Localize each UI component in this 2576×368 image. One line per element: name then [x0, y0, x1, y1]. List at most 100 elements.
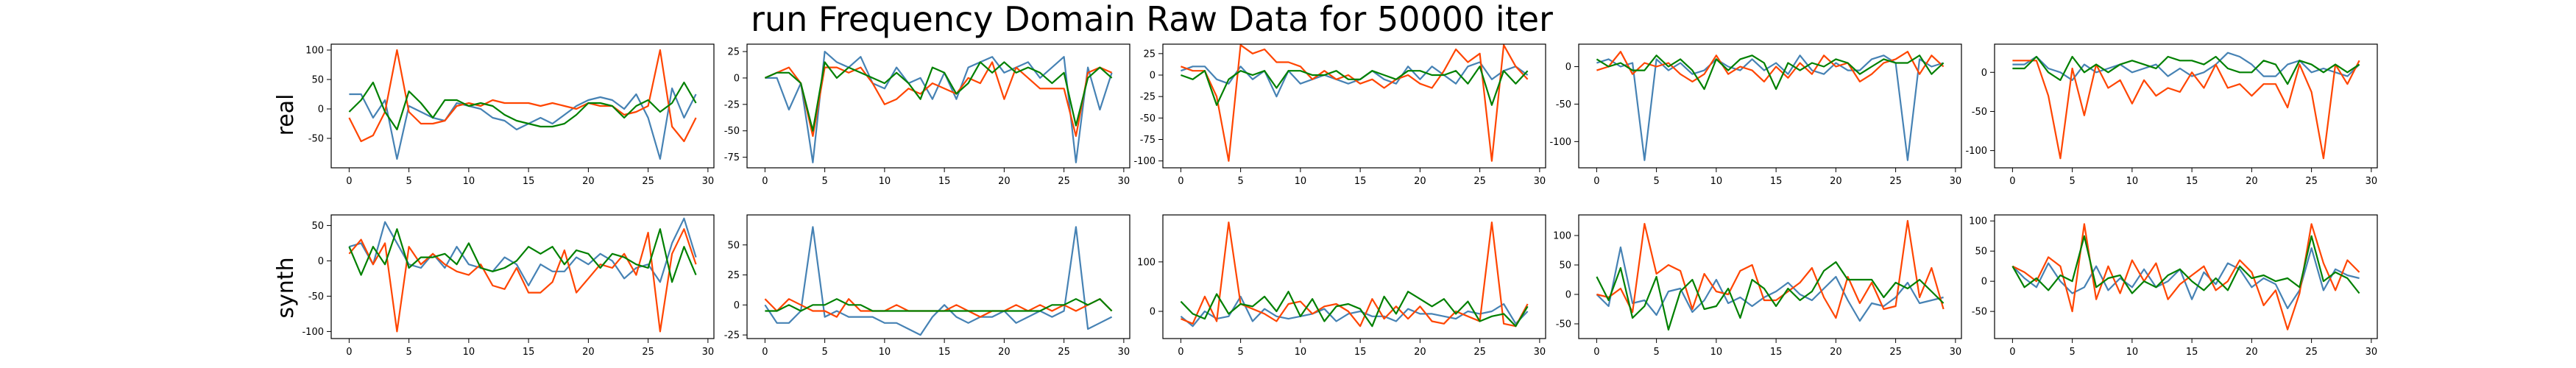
x-tick-label: 25 [642, 176, 654, 187]
x-tick-label: 10 [879, 347, 891, 358]
series-line-green [1180, 291, 1529, 328]
series-line-green [2012, 55, 2360, 85]
x-tick-label: 30 [1118, 347, 1130, 358]
panel-synth-5: 0 5 10 15 20 25 30 -50 0 50 100 [1969, 214, 2378, 358]
axes-frame [1578, 43, 1962, 169]
y-tick-label: -100 [302, 327, 324, 338]
axes-frame [330, 43, 715, 169]
x-tick-label: 5 [406, 347, 411, 358]
y-tick-label: -75 [1140, 135, 1156, 146]
y-tick-label: 100 [1553, 231, 1571, 242]
row-label-real: real [273, 94, 299, 136]
x-tick-label: 30 [1950, 176, 1962, 187]
series-line-orange [348, 49, 697, 143]
x-tick-label: 25 [1473, 347, 1486, 358]
x-tick-label: 30 [702, 347, 715, 358]
y-tick-label: 0 [1150, 71, 1156, 82]
x-tick-label: 0 [1178, 176, 1183, 187]
y-tick-label: -100 [1549, 137, 1571, 148]
x-tick-label: 10 [1295, 347, 1307, 358]
x-tick-label: 20 [2246, 176, 2258, 187]
series-line-blue [1596, 246, 1944, 322]
y-tick-label: 100 [1969, 216, 1987, 227]
y-tick-label: 100 [305, 46, 324, 57]
series-line-blue [1180, 295, 1529, 328]
y-tick-label: 0 [1150, 307, 1156, 318]
series-line-orange [2012, 60, 2360, 160]
x-tick-label: 20 [2246, 347, 2258, 358]
x-tick-label: 15 [938, 176, 951, 187]
y-tick-label: -100 [1965, 146, 1987, 157]
series-line-green [2011, 235, 2360, 294]
x-tick-label: 0 [346, 176, 352, 187]
x-tick-label: 30 [1950, 347, 1962, 358]
x-tick-label: 15 [523, 347, 535, 358]
axes-frame [1578, 214, 1962, 339]
y-tick-label: -50 [1140, 113, 1156, 124]
panel-real-2: 0 5 10 15 20 25 30 -75 -50 -25 0 25 [724, 43, 1130, 187]
x-tick-label: 15 [938, 347, 951, 358]
y-tick-label: 50 [311, 221, 324, 232]
y-tick-label: 0 [1565, 62, 1571, 73]
x-tick-label: 5 [1237, 176, 1243, 187]
series-line-blue [1596, 54, 1944, 161]
x-tick-label: 15 [523, 176, 535, 187]
panel-synth-4: 0 5 10 15 20 25 30 -50 0 50 100 [1553, 214, 1962, 358]
y-tick-label: 50 [311, 75, 324, 86]
x-tick-label: 5 [821, 176, 827, 187]
x-tick-label: 10 [2126, 176, 2139, 187]
y-tick-label: 0 [1981, 68, 1987, 79]
panel-synth-2: 0 5 10 15 20 25 30 -25 0 25 50 [724, 214, 1130, 358]
y-tick-label: -25 [1140, 92, 1156, 103]
x-tick-label: 15 [1770, 347, 1783, 358]
x-tick-label: 10 [463, 176, 475, 187]
axes-frame [746, 214, 1130, 339]
y-tick-label: 25 [1143, 49, 1156, 60]
x-tick-label: 20 [998, 347, 1011, 358]
x-tick-label: 0 [346, 347, 352, 358]
x-tick-label: 10 [1710, 176, 1723, 187]
x-tick-label: 25 [2305, 176, 2318, 187]
axes-frame [746, 43, 1130, 169]
x-tick-label: 30 [702, 176, 715, 187]
x-tick-label: 10 [2126, 347, 2139, 358]
x-tick-label: 30 [1534, 347, 1546, 358]
axes-frame [330, 214, 715, 339]
x-tick-label: 25 [1473, 176, 1486, 187]
axes-frame [1162, 214, 1546, 339]
x-tick-label: 20 [1414, 176, 1426, 187]
y-tick-label: -50 [1972, 107, 1987, 118]
panel-real-1: 0 5 10 15 20 25 30 -50 0 50 100 [305, 43, 715, 187]
x-tick-label: 5 [2069, 176, 2075, 187]
series-line-orange [764, 61, 1113, 137]
x-tick-label: 15 [1770, 176, 1783, 187]
x-tick-label: 25 [2305, 347, 2318, 358]
x-tick-label: 5 [406, 176, 411, 187]
y-tick-label: -50 [1972, 307, 1987, 318]
y-tick-label: -50 [724, 126, 740, 137]
x-tick-label: 25 [642, 347, 654, 358]
x-tick-label: 0 [762, 347, 768, 358]
panel-real-4: 0 5 10 15 20 25 30 -100 -50 0 [1549, 43, 1962, 187]
y-tick-label: 50 [727, 240, 740, 251]
series-line-green [764, 61, 1113, 132]
x-tick-label: 25 [1889, 176, 1902, 187]
series-line-green [348, 228, 697, 283]
x-tick-label: 0 [1593, 176, 1599, 187]
panel-synth-1: 0 5 10 15 20 25 30 -100 -50 0 50 [302, 214, 715, 358]
y-tick-label: 50 [1975, 247, 1987, 258]
axes-frame [1994, 43, 2378, 169]
y-tick-label: 0 [1565, 290, 1571, 301]
y-tick-label: 0 [318, 256, 324, 267]
x-tick-label: 25 [1889, 347, 1902, 358]
row-label-synth: synth [273, 257, 299, 318]
axes-frame [1162, 43, 1546, 169]
x-tick-label: 15 [1354, 347, 1367, 358]
y-tick-label: -50 [1556, 319, 1571, 330]
y-tick-label: 25 [727, 47, 740, 58]
y-tick-label: -75 [724, 152, 740, 163]
x-tick-label: 10 [1710, 347, 1723, 358]
x-tick-label: 20 [1414, 347, 1426, 358]
